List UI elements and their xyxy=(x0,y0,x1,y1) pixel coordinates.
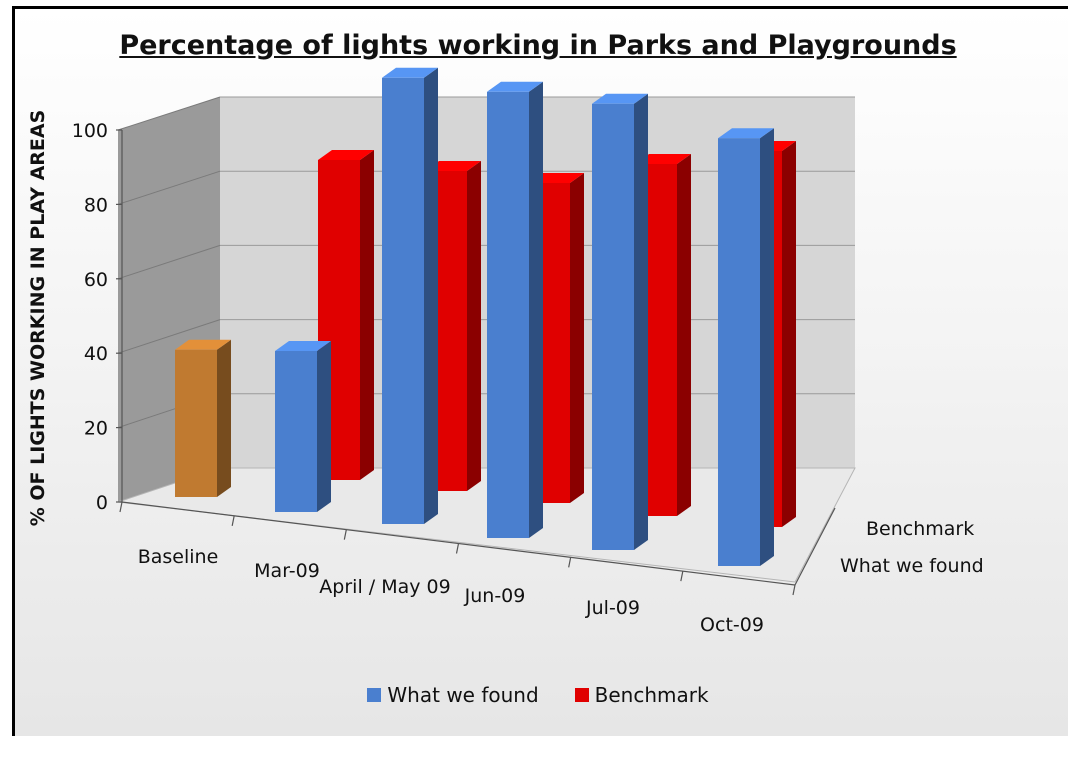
bar-what-we-found-0-front xyxy=(175,349,217,497)
gridline-side xyxy=(117,244,221,280)
legend-swatch-benchmark xyxy=(574,688,589,702)
depth-axis-label: What we found xyxy=(840,555,984,577)
bar-what-we-found-1-top xyxy=(275,341,331,351)
bar-what-we-found-5-top xyxy=(718,128,774,139)
bar-what-we-found-5-front xyxy=(718,138,760,566)
legend-swatch-what-we-found xyxy=(367,688,382,702)
bar-what-we-found-1 xyxy=(275,341,331,512)
bar-what-we-found-3-side xyxy=(529,81,543,539)
x-tick xyxy=(680,571,684,582)
bar-what-we-found-0-side xyxy=(217,339,231,497)
x-tick-label: Jul-09 xyxy=(585,597,640,619)
bar-what-we-found-4-side xyxy=(634,93,648,551)
x-tick xyxy=(455,543,460,554)
x-tick xyxy=(343,529,347,540)
legend: What we found Benchmark xyxy=(0,683,1076,707)
bar-what-we-found-4-front xyxy=(592,103,634,551)
legend-label-what-we-found: What we found xyxy=(387,683,539,707)
chart-title: Percentage of lights working in Parks an… xyxy=(119,30,957,61)
legend-item-benchmark: Benchmark xyxy=(574,683,709,707)
bar-benchmark-1-side xyxy=(360,150,374,480)
y-tick-label: 20 xyxy=(84,418,108,440)
bar-benchmark-3-side xyxy=(570,173,584,503)
x-tick xyxy=(231,515,235,526)
bar-what-we-found-3 xyxy=(487,81,543,539)
x-tick-label: Mar-09 xyxy=(254,560,320,582)
legend-label-benchmark: Benchmark xyxy=(594,683,709,707)
x-tick xyxy=(119,501,123,513)
legend-item-what-we-found: What we found xyxy=(367,683,539,707)
depth-axis-label: Benchmark xyxy=(866,518,974,540)
gridline-side xyxy=(117,96,221,131)
bar-what-we-found-0 xyxy=(175,339,231,497)
bar-what-we-found-2-front xyxy=(382,77,424,525)
bar-benchmark-2-top xyxy=(425,161,481,171)
x-tick-label: Jun-09 xyxy=(464,585,526,607)
bar-what-we-found-1-side xyxy=(317,341,331,512)
x-tick xyxy=(568,557,572,568)
y-tick-label: 60 xyxy=(84,269,108,291)
x-tick xyxy=(792,584,796,596)
bar-what-we-found-5-side xyxy=(760,128,774,566)
bar-what-we-found-2-side xyxy=(424,67,438,525)
bar-what-we-found-2-top xyxy=(382,67,438,78)
x-tick-label: Baseline xyxy=(138,546,219,568)
bar-what-we-found-5 xyxy=(718,128,774,566)
x-tick-label: Oct-09 xyxy=(700,614,764,636)
bar-benchmark-4-top xyxy=(635,154,691,164)
bar-benchmark-4-side xyxy=(677,154,691,516)
bar-benchmark-1-top xyxy=(318,150,374,160)
bar-what-we-found-1-front xyxy=(275,351,317,512)
gridline-side xyxy=(117,319,221,354)
y-tick-label: 40 xyxy=(84,343,108,365)
y-tick-label: 80 xyxy=(84,194,108,216)
bar-what-we-found-4-top xyxy=(592,93,648,104)
bar-what-we-found-4 xyxy=(592,93,648,551)
bar-benchmark-2-side xyxy=(467,161,481,491)
y-tick-label: 100 xyxy=(72,120,108,142)
gridline-side xyxy=(117,170,221,205)
bar-benchmark-5-side xyxy=(782,141,796,527)
depth-axis-line xyxy=(794,507,836,586)
bar-what-we-found-0-top xyxy=(175,339,231,350)
bar-what-we-found-3-top xyxy=(487,81,543,92)
bar-what-we-found-3-front xyxy=(487,91,529,539)
y-axis-label: % OF LIGHTS WORKING IN PLAY AREAS xyxy=(27,110,49,527)
x-tick-label: April / May 09 xyxy=(319,576,450,598)
y-tick-label: 0 xyxy=(96,492,108,514)
bar-what-we-found-2 xyxy=(382,67,438,525)
